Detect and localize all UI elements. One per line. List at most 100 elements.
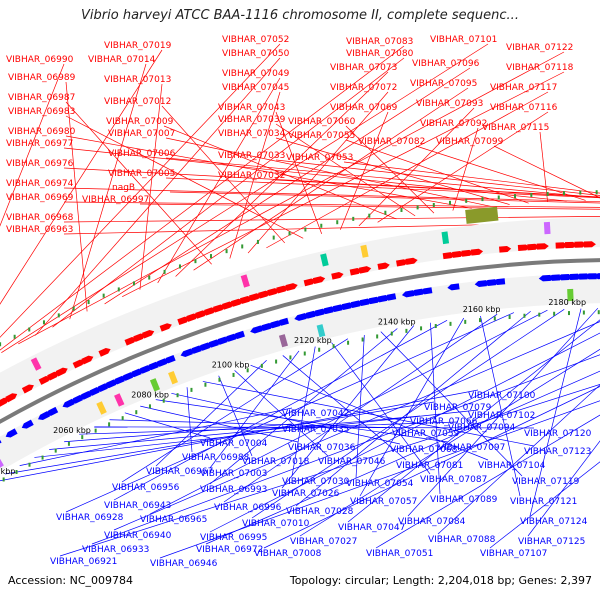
reverse-gene-arrow [365,296,379,305]
position-tick-label: 2180 kbp [548,298,586,307]
reverse-gene-arrow [258,322,272,331]
label-leader-line [193,87,469,271]
label-leader-line [359,317,465,497]
feature-tick-mark [449,321,452,326]
label-leader-line [49,415,421,450]
feature-tick-mark [108,422,111,427]
feature-block [149,378,161,392]
feature-tick-mark [304,227,307,232]
feature-tick-mark [336,220,339,225]
reverse-gene-label: VIBHAR_06933 [82,545,149,555]
reverse-gene-arrow [46,406,59,416]
forward-gene-label: VIBHAR_07009 [106,117,174,127]
feature-tick-mark [94,428,97,433]
reverse-gene-label: VIBHAR_07123 [524,447,591,457]
forward-gene-arrow [230,298,244,307]
label-leader-line [186,387,193,453]
feature-tick-mark [595,190,598,195]
reverse-gene-arrow [447,283,460,291]
reverse-gene-label: VIBHAR_06946 [150,559,218,569]
feature-tick-mark [42,320,45,325]
feature-tick-mark [514,194,517,199]
label-leader-line [149,309,548,515]
feature-tick-mark [0,342,2,347]
forward-gene-label: nagB [112,183,135,193]
label-leader-line [65,115,304,239]
feature-tick-mark [530,192,533,197]
forward-gene-arrow [258,290,271,299]
forward-gene-label: VIBHAR_06997 [82,195,149,205]
feature-tick-mark [320,223,323,228]
label-leader-line [18,51,565,345]
forward-gene-arrow [21,384,34,394]
feature-tick-mark [405,328,408,333]
label-leader-line [63,221,600,235]
label-leader-line [452,127,479,211]
reverse-gene-label: VIBHAR_06943 [104,501,171,511]
label-leader-line [65,135,472,209]
label-leader-line [275,179,600,198]
label-leader-line [63,201,600,208]
label-leader-line [345,139,529,204]
label-leader-line [34,409,479,458]
forward-gene-arrow [98,348,111,357]
forward-gene-label: VIBHAR_06968 [6,213,74,223]
label-leader-line [437,384,600,535]
label-leader-line [52,57,405,328]
feature-tick-mark [135,410,138,415]
forward-gene-label: VIBHAR_07005 [108,169,175,179]
feature-block [30,357,42,371]
forward-gene-label: VIBHAR_07013 [104,75,171,85]
feature-tick-mark [148,404,151,409]
reverse-gene-arrow [420,287,433,295]
reverse-gene-arrow [197,342,211,351]
forward-gene-arrow [498,245,512,253]
forward-gene-arrow [285,283,298,291]
reverse-gene-label: VIBHAR_06993 [200,485,267,495]
feature-tick-mark [275,359,278,364]
position-tick-label: 2120 kbp [294,336,332,345]
reverse-gene-arrow [338,302,352,310]
forward-gene-label: VIBHAR_07116 [490,103,558,113]
label-leader-line [169,191,600,204]
feature-tick-mark [218,377,221,382]
forward-gene-arrow [405,257,418,265]
reverse-gene-label: VIBHAR_07035 [282,425,349,435]
feature-tick-mark [148,275,151,280]
feature-tick-mark [246,368,249,373]
feature-tick-mark [121,416,124,421]
forward-gene-label: VIBHAR_06974 [6,179,74,189]
feature-tick-mark [497,195,500,200]
reverse-gene-arrow [566,273,579,280]
reverse-gene-label: VIBHAR_07027 [290,537,357,547]
reverse-gene-label: VIBHAR_07119 [512,477,580,487]
reverse-gene-label: VIBHAR_06967 [146,467,213,477]
forward-gene-label: VIBHAR_07095 [410,79,477,89]
reverse-gene-label: VIBHAR_07042 [282,409,349,419]
feature-tick-mark [54,448,57,453]
reverse-gene-arrow [189,345,202,354]
forward-gene-label: VIBHAR_07099 [436,137,504,147]
label-leader-line [430,322,441,495]
reverse-gene-arrow [104,379,117,389]
feature-tick-mark [464,319,467,324]
reverse-gene-label: VIBHAR_07018 [242,457,310,467]
forward-gene-label: VIBHAR_07050 [222,49,290,59]
position-tick-label: 2060 kbp [53,426,91,435]
forward-gene-label: VIBHAR_07019 [104,41,172,51]
reverse-gene-label: VIBHAR_07120 [524,429,592,439]
feature-tick-mark [81,435,84,440]
reverse-gene-label: VIBHAR_07121 [510,497,577,507]
reverse-gene-arrow [180,348,193,357]
forward-gene-label: VIBHAR_07055 [288,131,355,141]
reverse-gene-arrow [70,394,83,404]
forward-gene-label: VIBHAR_07060 [288,117,356,127]
label-leader-line [275,137,510,205]
label-leader-line [139,203,600,210]
forward-gene-arrow [159,323,172,332]
reverse-gene-arrow [483,279,497,286]
forward-gene-arrow [396,259,409,267]
label-leader-line [539,131,548,203]
feature-tick-mark [57,313,60,318]
